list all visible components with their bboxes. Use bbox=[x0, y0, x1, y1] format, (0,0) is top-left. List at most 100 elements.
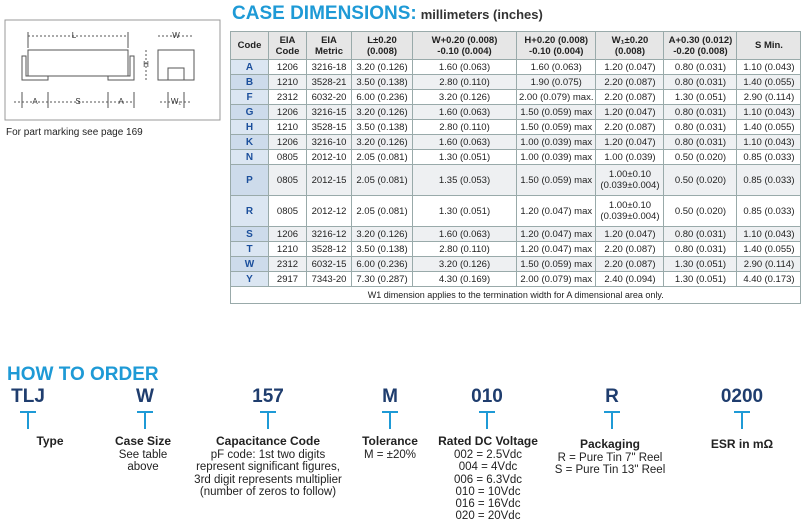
table-cell: 1.30 (0.051) bbox=[663, 256, 738, 272]
order-code-value: 0200 bbox=[720, 386, 764, 407]
header-cell: Code bbox=[230, 31, 269, 60]
table-cell: 1206 bbox=[268, 104, 307, 120]
table-cell: 0.80 (0.031) bbox=[663, 241, 738, 257]
table-cell: 1.10 (0.043) bbox=[736, 59, 802, 75]
case-code: S bbox=[230, 226, 269, 242]
table-cell: 1.20 (0.047) max bbox=[515, 241, 597, 257]
case-code: P bbox=[230, 164, 269, 196]
table-cell: 1.00±0.10 (0.039±0.004) bbox=[595, 195, 665, 227]
table-cell: 1.50 (0.059) max bbox=[515, 119, 597, 135]
case-code: T bbox=[230, 241, 269, 257]
connector bbox=[144, 411, 146, 429]
table-cell: 0.85 (0.033) bbox=[736, 164, 802, 196]
table-cell: 2.40 (0.094) bbox=[595, 271, 665, 287]
table-cell: 1210 bbox=[268, 74, 307, 90]
diagram-label: A bbox=[118, 97, 124, 106]
table-cell: 3216-18 bbox=[306, 59, 352, 75]
table-cell: 2.00 (0.079) max bbox=[515, 271, 597, 287]
diagram-label: S bbox=[75, 97, 80, 106]
diagram-label: W₁ bbox=[171, 97, 182, 106]
table-cell: 2.00 (0.079) max. bbox=[515, 89, 597, 105]
connector bbox=[389, 411, 391, 429]
diagram-label: A bbox=[32, 97, 38, 106]
header-row: Code EIA Code EIA Metric L±0.20 (0.008) W+0.20 … bbox=[230, 31, 802, 60]
table-cell: 2.05 (0.081) bbox=[351, 195, 413, 227]
table-cell: 2012-12 bbox=[306, 195, 352, 227]
table-cell: 3216-15 bbox=[306, 104, 352, 120]
case-code: B bbox=[230, 74, 269, 90]
table-cell: 1.00 (0.039) max bbox=[515, 134, 597, 150]
table-cell: 3.20 (0.126) bbox=[412, 89, 517, 105]
description-line: 020 = 20Vdc bbox=[455, 510, 521, 523]
title-units: millimeters (inches) bbox=[420, 7, 543, 22]
table-cell: 1.60 (0.063) bbox=[412, 104, 517, 120]
table-cell: 1.50 (0.059) max bbox=[515, 104, 597, 120]
order-code-value: 157 bbox=[252, 386, 284, 407]
table-cell: 3528-21 bbox=[306, 74, 352, 90]
order-label: ESR in mΩ bbox=[710, 437, 774, 451]
table-cell: 4.40 (0.173) bbox=[736, 271, 802, 287]
cell-line: 1.00±0.10 bbox=[608, 200, 652, 211]
table-cell: 1.00±0.10 (0.039±0.004) bbox=[595, 164, 665, 196]
table-cell: 3216-10 bbox=[306, 134, 352, 150]
connector bbox=[27, 411, 29, 429]
table-cell: 1206 bbox=[268, 134, 307, 150]
header-cell: A+0.30 (0.012) -0.20 (0.008) bbox=[663, 31, 738, 60]
order-label: Rated DC Voltage bbox=[438, 434, 538, 448]
table-cell: 2.20 (0.087) bbox=[595, 119, 665, 135]
case-code: A bbox=[230, 59, 269, 75]
table-cell: 1.60 (0.063) bbox=[515, 59, 597, 75]
order-title: HOW TO ORDER bbox=[7, 364, 159, 385]
table-cell: 2.80 (0.110) bbox=[412, 119, 517, 135]
table-cell: 2.20 (0.087) bbox=[595, 74, 665, 90]
table-cell: 0805 bbox=[268, 195, 307, 227]
case-code: Y bbox=[230, 271, 269, 287]
table-cell: 0.50 (0.020) bbox=[663, 164, 738, 196]
table-cell: 0.80 (0.031) bbox=[663, 226, 738, 242]
table-cell: 1.60 (0.063) bbox=[412, 134, 517, 150]
order-code-value: W bbox=[136, 386, 154, 407]
table-cell: 1.40 (0.055) bbox=[736, 241, 802, 257]
table-cell: 1.00 (0.039) max bbox=[515, 149, 597, 165]
table-cell: 1.30 (0.051) bbox=[663, 89, 738, 105]
description-line: 006 = 6.3Vdc bbox=[453, 473, 523, 486]
order-label: Case Size bbox=[114, 434, 172, 448]
table-cell: 2.20 (0.087) bbox=[595, 241, 665, 257]
table-cell: 0.80 (0.031) bbox=[663, 59, 738, 75]
table-cell: 1.10 (0.043) bbox=[736, 134, 802, 150]
table-cell: 1210 bbox=[268, 241, 307, 257]
cell-line: (0.039±0.004) bbox=[600, 180, 660, 191]
case-code: H bbox=[230, 119, 269, 135]
cell-line: W₁±0.20 bbox=[611, 34, 649, 46]
order-description: pF code: 1st two digits represent signifi… bbox=[194, 449, 342, 498]
table-cell: 7343-20 bbox=[306, 271, 352, 287]
order-code-value: 010 bbox=[471, 386, 503, 407]
table-cell: 2.20 (0.087) bbox=[595, 256, 665, 272]
table-row: R 0805 2012-12 2.05 (0.081) 1.30 (0.051) 1.20… bbox=[230, 195, 802, 227]
header-cell: L±0.20 (0.008) bbox=[351, 31, 413, 60]
table-cell: 3216-12 bbox=[306, 226, 352, 242]
cell-line: (0.039±0.004) bbox=[600, 211, 660, 222]
order-label: Type bbox=[36, 434, 64, 448]
table-cell: 1206 bbox=[268, 226, 307, 242]
table-cell: 2312 bbox=[268, 89, 307, 105]
footnote: W1 dimension applies to the termination … bbox=[229, 286, 802, 304]
cell-line: Code bbox=[237, 40, 262, 51]
table-cell: 0.85 (0.033) bbox=[736, 149, 802, 165]
table-row: B 1210 3528-21 3.50 (0.138) 2.80 (0.110) 1.90… bbox=[230, 74, 802, 90]
table-cell: 1206 bbox=[268, 59, 307, 75]
table-cell: 1.40 (0.055) bbox=[736, 119, 802, 135]
cell-line: S Min. bbox=[754, 40, 783, 51]
table-cell: 6.00 (0.236) bbox=[351, 256, 413, 272]
table-cell: 1.30 (0.051) bbox=[663, 271, 738, 287]
cell-line: (0.008) bbox=[614, 45, 646, 57]
order-description: See table above bbox=[119, 449, 168, 474]
description-line: R = Pure Tin 7" Reel bbox=[557, 452, 663, 464]
cell-line: L±0.20 bbox=[367, 34, 397, 46]
order-label: Packaging bbox=[579, 437, 641, 451]
order-code-value: M bbox=[382, 386, 398, 407]
table-cell: 1.10 (0.043) bbox=[736, 226, 802, 242]
table-cell: 2.05 (0.081) bbox=[351, 149, 413, 165]
description-line: pF code: 1st two digits bbox=[210, 449, 326, 461]
table-row: K 1206 3216-10 3.20 (0.126) 1.60 (0.063) 1.00… bbox=[230, 134, 802, 150]
